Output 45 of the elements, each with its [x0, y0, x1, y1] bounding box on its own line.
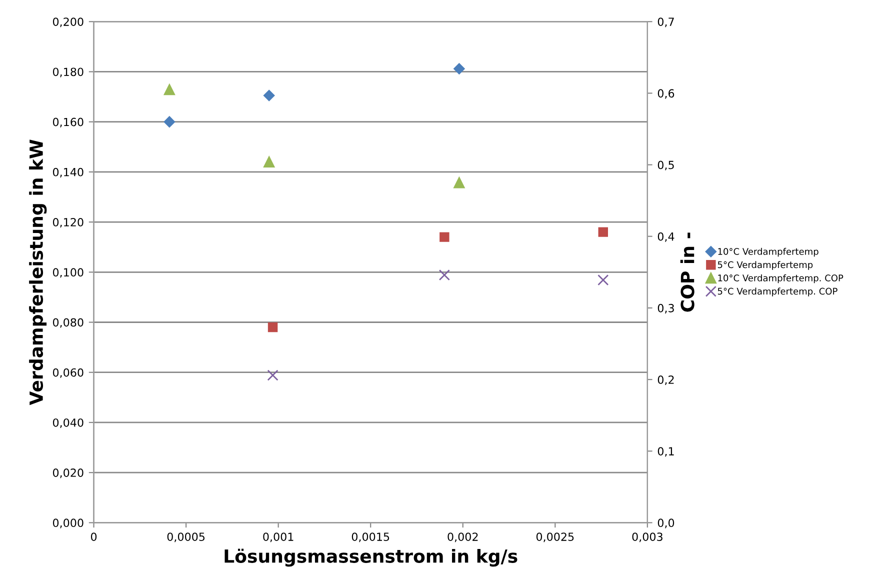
- point: [164, 116, 176, 128]
- point: [268, 322, 278, 332]
- y2-tick-label: 0,6: [658, 89, 674, 99]
- y2-tick-label: 0,7: [658, 18, 674, 28]
- y2-tick-label: 0,0: [658, 518, 674, 528]
- y2-tick-label: 0,2: [658, 375, 674, 386]
- y2-tick-label: 0,3: [658, 304, 674, 314]
- y2-tick-label: 0,5: [658, 160, 674, 170]
- legend-label: 5°C Verdampfertemp: [718, 261, 813, 270]
- legend-label: 5°C Verdampfertemp. COP: [718, 288, 838, 296]
- x-tick-label: 0,0015: [352, 532, 390, 542]
- y-tick-label: 0,040: [52, 418, 84, 428]
- y-tick-label: 0,080: [52, 318, 84, 328]
- point: [598, 274, 609, 286]
- point: [164, 84, 175, 96]
- point: [264, 156, 275, 168]
- point: [440, 232, 450, 242]
- x-tick-label: 0,003: [632, 532, 662, 542]
- x-axis-title: Lösungsmassenstrom in kg/s: [224, 548, 518, 567]
- y-tick-label: 0,100: [52, 268, 84, 278]
- y-axis-title: Verdampferleistung in kW: [29, 140, 47, 406]
- y2-tick-label: 0,4: [658, 232, 674, 242]
- x-tick-label: 0: [90, 532, 97, 542]
- x-tick-label: 0,0025: [536, 532, 574, 542]
- legend-label: 10°C Verdampfertemp: [718, 248, 818, 257]
- x-tick-label: 0,002: [448, 532, 478, 542]
- y2-axis-title: COP in -: [680, 232, 694, 312]
- x-tick-label: 0,0005: [167, 532, 205, 542]
- point: [598, 227, 608, 237]
- x-tick-label: 0,001: [263, 532, 294, 542]
- y-tick-label: 0,200: [52, 18, 84, 28]
- y-tick-label: 0,120: [52, 218, 84, 228]
- point: [263, 90, 275, 102]
- legend-label: 10°C Verdampfertemp. COP: [718, 274, 844, 284]
- point: [438, 269, 450, 281]
- y-tick-label: 0,140: [52, 168, 84, 178]
- point: [454, 177, 465, 188]
- y-tick-label: 0,160: [52, 118, 84, 128]
- y-tick-label: 0,060: [52, 368, 84, 378]
- y-tick-label: 0,000: [52, 518, 84, 528]
- y-tick-label: 0,020: [52, 468, 84, 478]
- point: [454, 63, 465, 74]
- y-tick-label: 0,180: [52, 68, 84, 78]
- y2-tick-label: 0,1: [658, 447, 674, 457]
- point: [267, 370, 278, 381]
